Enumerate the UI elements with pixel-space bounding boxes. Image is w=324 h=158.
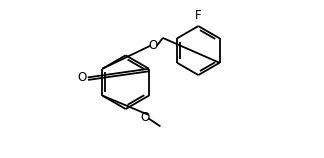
Text: F: F [195, 9, 202, 22]
Text: O: O [77, 71, 87, 84]
Text: O: O [141, 111, 150, 124]
Text: O: O [149, 39, 158, 52]
